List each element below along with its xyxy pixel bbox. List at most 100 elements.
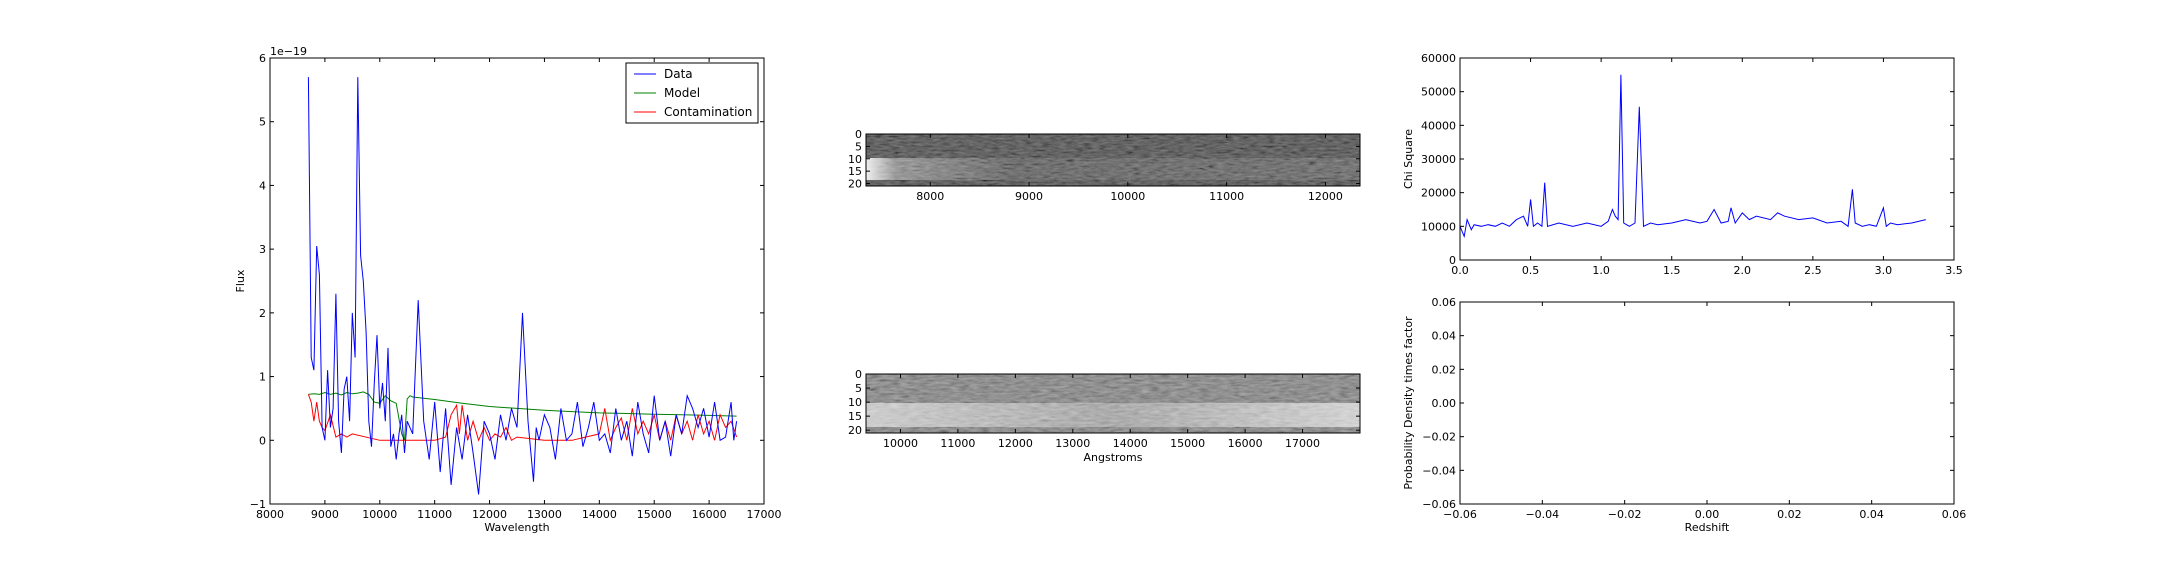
spectrum-y-tick-label: 2: [259, 307, 266, 320]
spectrum-y-tick-label: 1: [259, 371, 266, 384]
spectrum-x-tick-label: 17000: [747, 508, 782, 521]
legend-label-model: Model: [664, 86, 700, 100]
chi-square-x-tick-label: 2.5: [1804, 264, 1822, 277]
spectrum-y-tick-label: 3: [259, 243, 266, 256]
spectrum-legend: Data Model Contamination: [625, 62, 759, 124]
chi-square-y-tick-label: 20000: [1421, 187, 1456, 200]
probability-ticks: −0.06 −0.04 −0.02 0.00 0.02 0.04 0.06 −0.06 −0.0…: [1422, 296, 1966, 521]
spectrum-panel: 8000 9000 10000 11000 12000 13000 14000 15000 16…: [234, 45, 782, 534]
spectrum-axes-frame: [269, 57, 765, 505]
image-bottom-ticks: 10000 11000 12000 13000 14000 15000 16000 17000…: [848, 368, 1360, 450]
spectrum-x-tick-label: 13000: [527, 508, 562, 521]
probability-y-tick-label: 0.00: [1432, 397, 1457, 410]
chi-square-x-tick-label: 1.5: [1663, 264, 1681, 277]
spectrum-x-tick-label: 9000: [311, 508, 339, 521]
spectrum-offset-text: 1e−19: [270, 45, 307, 58]
chi-square-series-group: [1459, 74, 1926, 239]
spectrum-y-tick-label: 6: [259, 52, 266, 65]
chi-square-y-axis-label: Chi Square: [1402, 129, 1415, 189]
chi-square-y-tick-label: 10000: [1421, 220, 1456, 233]
probability-x-tick-label: 0.04: [1859, 508, 1884, 521]
series-line-contamination: [307, 394, 738, 443]
probability-y-tick-label: −0.06: [1422, 498, 1456, 511]
image-top-y-tick-label: 15: [848, 165, 862, 178]
image-bottom-x-tick-label: 12000: [998, 437, 1033, 450]
image-bottom-x-tick-label: 16000: [1228, 437, 1263, 450]
series-line-chi-square: [1459, 74, 1926, 239]
chi-square-x-tick-label: 3.5: [1945, 264, 1963, 277]
chi-square-x-tick-label: 2.0: [1734, 264, 1752, 277]
image-bottom-frame: [865, 373, 1361, 434]
image-bottom-y-tick-label: 0: [855, 368, 862, 381]
chi-square-x-tick-label: 0.0: [1451, 264, 1469, 277]
image-top-x-tick-label: 11000: [1209, 190, 1244, 203]
spectrum-x-tick-label: 16000: [692, 508, 727, 521]
image-bottom-x-tick-label: 17000: [1285, 437, 1320, 450]
chi-square-y-tick-label: 30000: [1421, 153, 1456, 166]
probability-y-tick-label: 0.06: [1432, 296, 1457, 309]
chi-square-x-tick-label: 1.0: [1592, 264, 1610, 277]
probability-y-tick-label: −0.04: [1422, 464, 1456, 477]
probability-y-tick-label: 0.02: [1432, 363, 1457, 376]
image-top-y-tick-label: 5: [855, 140, 862, 153]
chi-square-y-tick-label: 50000: [1421, 86, 1456, 99]
image-top-x-tick-label: 9000: [1015, 190, 1043, 203]
image-bottom-y-tick-label: 10: [848, 396, 862, 409]
image-top-y-tick-label: 20: [848, 178, 862, 191]
probability-x-tick-label: 0.00: [1695, 508, 1720, 521]
chi-square-x-tick-label: 3.0: [1875, 264, 1893, 277]
image-bottom-x-tick-label: 15000: [1170, 437, 1205, 450]
probability-y-tick-label: −0.02: [1422, 431, 1456, 444]
spectrum-ticks: 8000 9000 10000 11000 12000 13000 14000 15000 16…: [250, 52, 782, 521]
image-bottom-x-axis-label: Angstroms: [1084, 451, 1143, 464]
spectrum-x-tick-label: 11000: [417, 508, 452, 521]
image-top-frame: [865, 133, 1361, 187]
probability-x-tick-label: −0.02: [1608, 508, 1642, 521]
image-top-x-tick-label: 12000: [1308, 190, 1343, 203]
spectrum-x-tick-label: 12000: [472, 508, 507, 521]
probability-y-axis-label: Probability Density times factor: [1402, 316, 1415, 490]
image-bottom-x-tick-label: 14000: [1113, 437, 1148, 450]
image-bottom-x-tick-label: 11000: [940, 437, 975, 450]
image-bottom-x-tick-label: 10000: [883, 437, 918, 450]
chi-square-y-tick-label: 60000: [1421, 52, 1456, 65]
chi-square-y-tick-label: 0: [1449, 254, 1456, 267]
chi-square-axes-frame: [1459, 57, 1955, 261]
image-bottom-x-tick-label: 13000: [1055, 437, 1090, 450]
image-top-y-tick-label: 10: [848, 153, 862, 166]
probability-x-tick-label: 0.02: [1777, 508, 1802, 521]
chi-square-ticks: 0.0 0.5 1.0 1.5 2.0 2.5 3.0 3.5 0 10000 20000 30000…: [1421, 52, 1963, 277]
legend-label-data: Data: [664, 67, 693, 81]
chi-square-x-tick-label: 0.5: [1522, 264, 1540, 277]
image-top-trace-band: [866, 158, 1360, 180]
spectrum-y-tick-label: 5: [259, 116, 266, 129]
spectrum-x-tick-label: 10000: [362, 508, 397, 521]
spectrum-y-tick-label: 0: [259, 434, 266, 447]
legend-label-contamination: Contamination: [664, 105, 752, 119]
spectrum-x-axis-label: Wavelength: [484, 521, 549, 534]
spectrum-y-axis-label: Flux: [234, 269, 247, 292]
image-bottom-y-tick-label: 15: [848, 410, 862, 423]
series-line-model: [308, 391, 737, 441]
spectrum-y-tick-label: −1: [250, 498, 266, 511]
probability-y-tick-label: 0.04: [1432, 330, 1457, 343]
image-bottom-panel: 10000 11000 12000 13000 14000 15000 16000 17000…: [848, 368, 1361, 464]
chi-square-y-tick-label: 40000: [1421, 119, 1456, 132]
probability-x-tick-label: −0.06: [1443, 508, 1477, 521]
probability-axes-frame: [1459, 301, 1955, 505]
spectrum-x-tick-label: 15000: [637, 508, 672, 521]
spectrum-y-tick-label: 4: [259, 179, 266, 192]
probability-x-axis-label: Redshift: [1685, 521, 1730, 534]
image-top-x-tick-label: 8000: [916, 190, 944, 203]
probability-x-tick-label: −0.04: [1525, 508, 1559, 521]
image-bottom-y-tick-label: 5: [855, 382, 862, 395]
image-bottom-y-tick-label: 20: [848, 424, 862, 437]
probability-panel: −0.06 −0.04 −0.02 0.00 0.02 0.04 0.06 −0.06 −0.0…: [1402, 296, 1966, 534]
probability-x-tick-label: 0.06: [1942, 508, 1967, 521]
spectrum-series-group: [307, 77, 738, 495]
image-top-x-tick-label: 10000: [1110, 190, 1145, 203]
spectrum-x-tick-label: 8000: [256, 508, 284, 521]
